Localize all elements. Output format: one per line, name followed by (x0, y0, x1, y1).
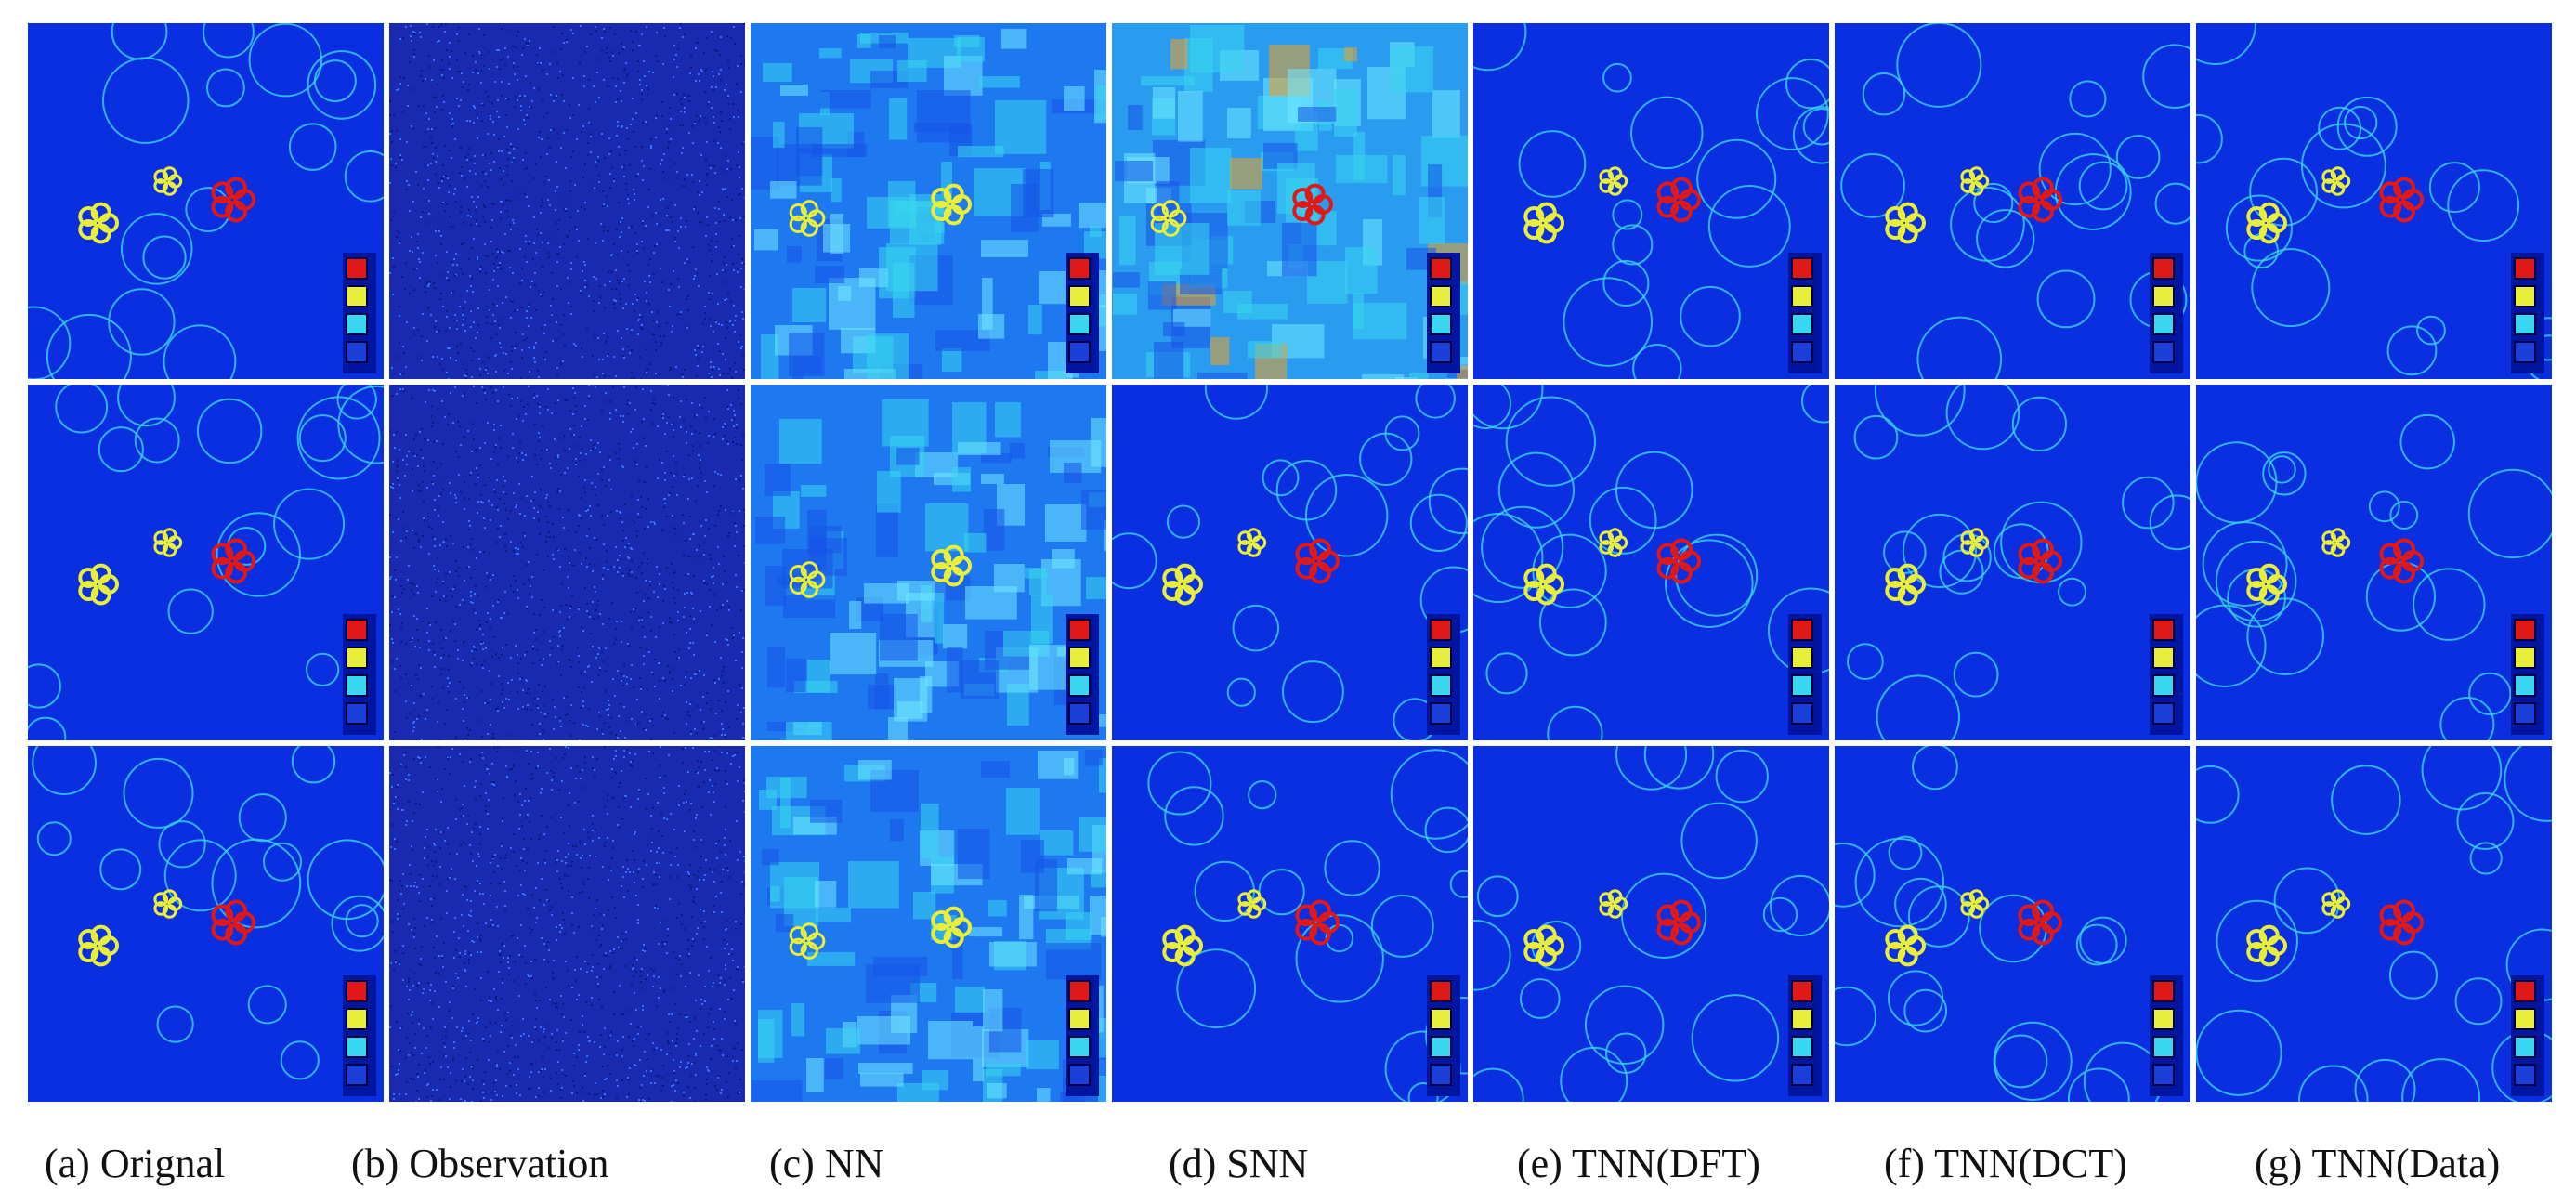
image-tile-r2-c7 (2196, 385, 2552, 740)
image-tile-r2-c4 (1112, 385, 1468, 740)
caption-c: (c) NN (769, 1141, 884, 1186)
image-tile-r3-c3 (751, 746, 1106, 1102)
image-tile-r2-c2 (389, 385, 745, 740)
image-tile-r1-c4 (1112, 23, 1468, 379)
image-tile-r1-c7 (2196, 23, 2552, 379)
image-tile-r3-c4 (1112, 746, 1468, 1102)
image-tile-r3-c2 (389, 746, 745, 1102)
image-tile-r3-c7 (2196, 746, 2552, 1102)
image-tile-r3-c1 (28, 746, 384, 1102)
image-tile-r3-c6 (1835, 746, 2190, 1102)
caption-b: (b) Observation (351, 1141, 609, 1186)
image-tile-r1-c2 (389, 23, 745, 379)
caption-g: (g) TNN(Data) (2255, 1141, 2501, 1186)
image-tile-r2-c5 (1473, 385, 1829, 740)
image-tile-r1-c3 (751, 23, 1106, 379)
image-tile-r1-c6 (1835, 23, 2190, 379)
caption-e: (e) TNN(DFT) (1517, 1141, 1760, 1186)
image-tile-r1-c5 (1473, 23, 1829, 379)
image-tile-r1-c1 (28, 23, 384, 379)
image-tile-r2-c3 (751, 385, 1106, 740)
caption-d: (d) SNN (1169, 1141, 1309, 1186)
caption-a: (a) Orignal (45, 1141, 226, 1186)
caption-f: (f) TNN(DCT) (1884, 1141, 2127, 1186)
figure-grid (28, 23, 2555, 1102)
image-tile-r2-c6 (1835, 385, 2190, 740)
image-tile-r3-c5 (1473, 746, 1829, 1102)
image-tile-r2-c1 (28, 385, 384, 740)
